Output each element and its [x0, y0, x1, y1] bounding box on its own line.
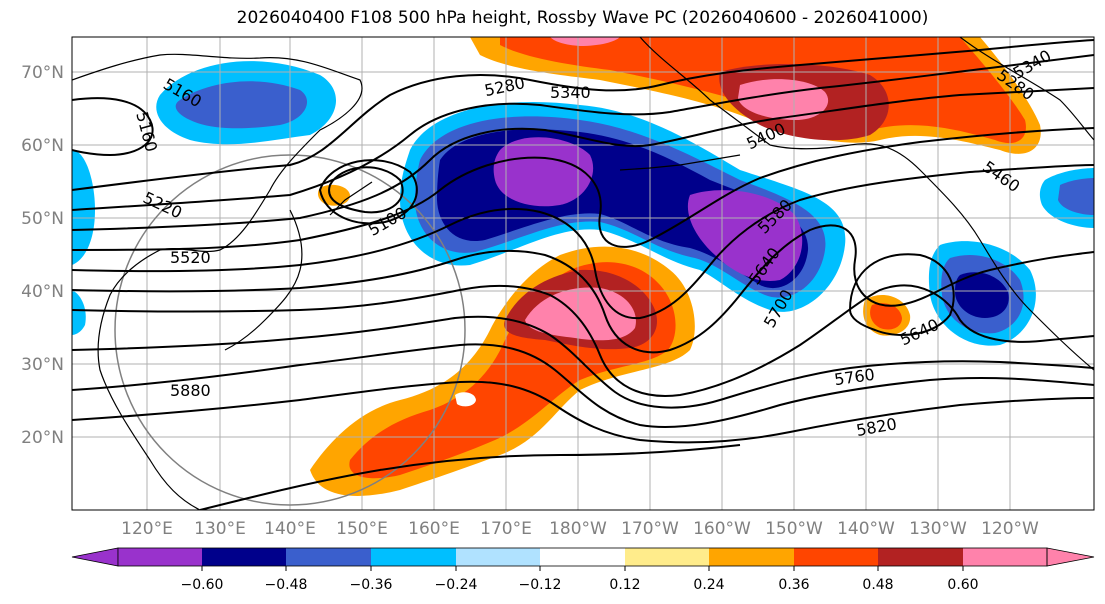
contour-label: 5340 — [550, 83, 591, 102]
map-frame — [71, 36, 1095, 511]
pos-blob-east-core — [870, 303, 902, 330]
coastline-asia — [72, 53, 363, 510]
contour-5880 — [72, 343, 1094, 429]
lon-label: 180°W — [549, 519, 607, 539]
neg-band-central-core1 — [493, 137, 594, 207]
map-title: 2026040400 F108 500 hPa height, Rossby W… — [236, 8, 929, 28]
neg-region-east-core — [955, 272, 1009, 318]
lon-label: 160°W — [693, 519, 751, 539]
colorbar-frame — [117, 547, 1048, 567]
colorbar-segment — [456, 548, 540, 566]
contour-a — [72, 39, 1094, 191]
pos-blob-west — [317, 184, 350, 206]
colorbar-tick-label: 0.24 — [693, 577, 724, 593]
colorbar-tick-label: −0.24 — [435, 577, 478, 593]
colorbar-segment — [794, 548, 878, 566]
contour-label: 5880 — [170, 381, 211, 400]
lon-label: 150°W — [765, 519, 823, 539]
pos-band-south-hole — [455, 392, 476, 407]
pos-band-north-core2 — [550, 37, 620, 46]
anomaly-shading — [72, 37, 1094, 496]
contour-5160 — [72, 97, 154, 157]
colorbar-ticks — [201, 566, 964, 571]
lon-label: 140°E — [264, 519, 316, 539]
range-circle — [114, 154, 466, 506]
colorbar-tick-label: −0.36 — [350, 577, 393, 593]
colorbar-tick-labels: −0.60 −0.48 −0.36 −0.24 −0.12 0.12 0.24 … — [181, 577, 979, 593]
coastline-aleutians — [619, 154, 741, 171]
contour-5640-loop — [848, 253, 955, 336]
colorbar-segment — [118, 548, 202, 566]
lat-label-20n: 20°N — [21, 428, 64, 448]
colorbar-min-extend — [71, 547, 119, 567]
latitude-labels: 70°N 60°N 50°N 40°N 30°N 20°N — [21, 63, 64, 448]
contour-e — [72, 224, 1094, 354]
neg-region-far-east-core — [1058, 178, 1094, 215]
contour-b — [72, 54, 1094, 211]
colorbar-tick-label: 0.48 — [862, 577, 893, 593]
lon-label: 130°W — [909, 519, 967, 539]
height-contours — [72, 39, 1094, 510]
contour-south — [199, 444, 741, 510]
lon-label: 160°E — [408, 519, 460, 539]
colorbar-segment — [202, 548, 286, 566]
contour-c — [72, 87, 1094, 231]
colorbar-segment — [625, 548, 709, 566]
colorbar-tick-label: −0.12 — [519, 577, 562, 593]
lat-label-50n: 50°N — [21, 209, 64, 229]
lat-label-70n: 70°N — [21, 63, 64, 83]
contour-d — [72, 164, 1094, 320]
lon-label: 120°E — [121, 519, 173, 539]
neg-region-west-edge — [72, 150, 95, 265]
contour-5820 — [72, 380, 1094, 444]
contour-5100 — [318, 159, 418, 225]
colorbar-tick-label: 0.12 — [609, 577, 640, 593]
lon-label: 140°W — [837, 519, 895, 539]
colorbar-tick-label: 0.36 — [778, 577, 809, 593]
colorbar-segment — [963, 548, 1047, 566]
contour-5760 — [72, 315, 1094, 409]
lat-label-30n: 30°N — [21, 355, 64, 375]
colorbar-max-extend — [1046, 547, 1095, 567]
lon-label: 170°W — [621, 519, 679, 539]
colorbar-tick-label: −0.48 — [265, 577, 308, 593]
contour-5520 — [72, 127, 1094, 251]
colorbar-tick-label: −0.60 — [181, 577, 224, 593]
colorbar-segment — [286, 548, 371, 566]
neg-region-west-edge-2 — [72, 290, 86, 335]
colorbar-segment — [540, 548, 625, 566]
longitude-labels: 120°E 130°E 140°E 150°E 160°E 170°E 180°… — [121, 519, 1039, 539]
colorbar-segment — [878, 548, 963, 566]
lon-label: 120°W — [981, 519, 1039, 539]
contour-f — [72, 284, 1094, 397]
lon-label: 170°E — [480, 519, 532, 539]
lon-label: 150°E — [336, 519, 388, 539]
contour-label: 5520 — [170, 248, 211, 267]
lat-label-40n: 40°N — [21, 282, 64, 302]
colorbar-segment — [709, 548, 794, 566]
map-content: 5160 5160 5220 5280 5340 5100 5400 5520 … — [72, 37, 1094, 510]
lat-label-60n: 60°N — [21, 136, 64, 156]
colorbar-segment — [371, 548, 456, 566]
pos-band-south-core — [525, 287, 636, 341]
lon-label: 130°E — [194, 519, 246, 539]
neg-region-northwest-core — [175, 81, 308, 129]
coastline-kuril — [329, 181, 373, 216]
colorbar: −0.60 −0.48 −0.36 −0.24 −0.12 0.12 0.24 … — [71, 547, 1095, 593]
colorbar-tick-label: 0.60 — [947, 577, 978, 593]
